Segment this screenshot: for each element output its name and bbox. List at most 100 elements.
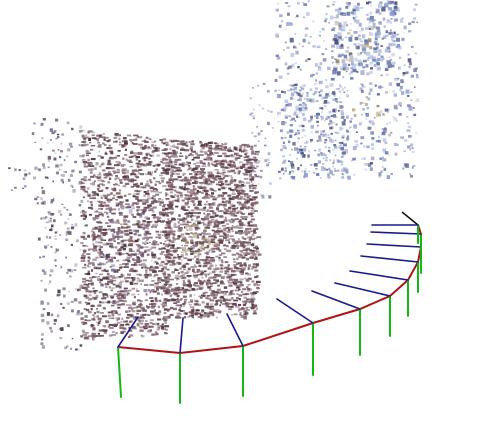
point [236, 207, 239, 208]
point [367, 38, 372, 43]
point [237, 157, 239, 159]
point [223, 186, 227, 189]
point [326, 115, 329, 119]
point [42, 163, 45, 167]
point [93, 211, 96, 213]
point [138, 160, 141, 163]
point [174, 161, 177, 164]
point [253, 187, 256, 190]
point [202, 237, 207, 242]
point [341, 135, 345, 139]
point [171, 186, 176, 188]
point [345, 170, 349, 174]
camera-frame [179, 317, 184, 404]
point [135, 193, 140, 196]
point [291, 117, 296, 121]
point [293, 90, 297, 93]
point [382, 17, 386, 21]
point [335, 59, 340, 63]
point [224, 174, 229, 178]
point [228, 146, 231, 150]
point [192, 201, 195, 204]
point [111, 197, 115, 200]
point [103, 331, 107, 334]
point [178, 235, 181, 238]
point [240, 206, 242, 209]
point [227, 306, 232, 308]
point [145, 199, 149, 204]
point [167, 212, 172, 214]
point [57, 289, 61, 294]
point [288, 115, 291, 118]
point [94, 175, 98, 178]
point [338, 160, 342, 163]
point [107, 167, 110, 170]
point [159, 139, 163, 141]
point [154, 201, 158, 203]
point [89, 171, 93, 174]
point [78, 181, 82, 185]
point [186, 270, 190, 273]
point [159, 252, 164, 255]
point [111, 330, 115, 334]
point [369, 11, 373, 15]
point [179, 307, 182, 309]
point [288, 140, 291, 144]
point [131, 327, 137, 330]
point [383, 35, 387, 39]
point [253, 282, 258, 285]
point [157, 163, 161, 166]
point [204, 180, 208, 184]
point [176, 247, 179, 250]
point [159, 201, 164, 204]
point [144, 159, 147, 162]
point [105, 222, 109, 224]
point [183, 236, 186, 240]
point [267, 152, 271, 156]
point [87, 234, 90, 237]
point [309, 99, 312, 102]
point [234, 231, 239, 234]
point [338, 40, 341, 43]
point [169, 250, 172, 252]
point [204, 226, 208, 229]
point [164, 273, 166, 275]
point [408, 136, 411, 138]
point [305, 59, 308, 62]
point [238, 220, 241, 222]
point [87, 163, 91, 167]
point [407, 125, 412, 129]
point [104, 197, 108, 200]
point [403, 163, 408, 167]
point [390, 18, 393, 20]
point [220, 177, 224, 180]
point [231, 193, 236, 195]
point [130, 304, 132, 306]
point [214, 242, 218, 247]
point [98, 144, 101, 147]
point [349, 29, 352, 31]
point [189, 294, 192, 298]
point [252, 184, 257, 187]
point [229, 278, 233, 281]
point [353, 31, 358, 34]
point [391, 64, 395, 67]
point [63, 171, 66, 173]
point [283, 49, 285, 51]
point [201, 247, 206, 251]
point [167, 260, 172, 263]
point [361, 113, 363, 116]
point [119, 207, 122, 209]
point [200, 208, 205, 211]
point [182, 174, 185, 176]
point [163, 272, 166, 274]
point [180, 298, 183, 300]
point [68, 290, 71, 293]
point [198, 295, 202, 298]
point [221, 261, 224, 264]
point [83, 259, 86, 262]
point [136, 280, 139, 282]
point [165, 154, 169, 158]
point [243, 173, 249, 176]
